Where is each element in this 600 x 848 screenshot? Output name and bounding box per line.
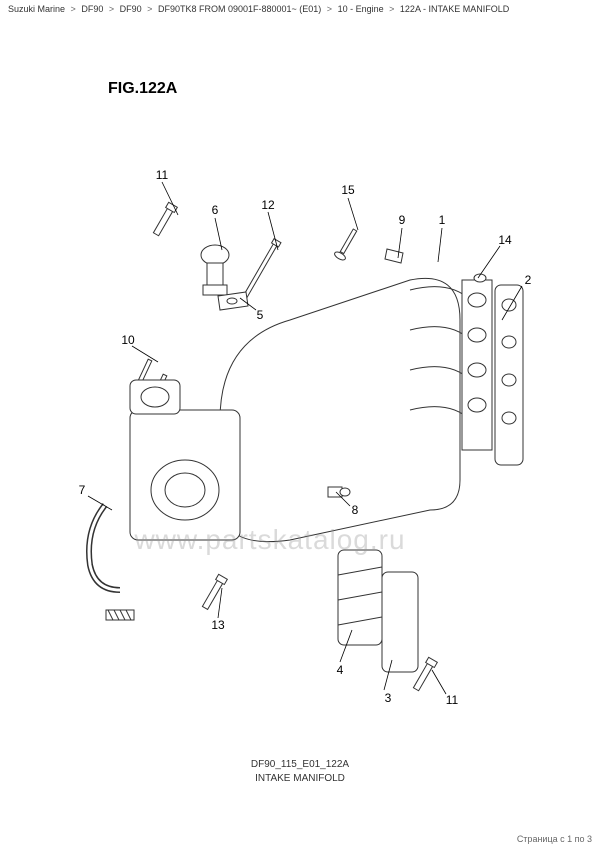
callout-number: 15 [341,183,354,197]
footer-name: INTAKE MANIFOLD [220,773,380,784]
callout-number: 13 [211,618,224,632]
breadcrumb-sep: > [147,4,152,14]
callout-number: 8 [352,503,359,517]
callout-number: 7 [79,483,86,497]
breadcrumb-item[interactable]: DF90 [81,4,103,14]
callout-number: 11 [446,693,458,707]
callout-number: 11 [156,168,168,182]
breadcrumb-item[interactable]: 122A - INTAKE MANIFOLD [400,4,509,14]
callout-number: 3 [385,691,392,705]
breadcrumb-item[interactable]: 10 - Engine [338,4,384,14]
callout-number: 12 [261,198,274,212]
callout-number: 4 [337,663,344,677]
breadcrumb-sep: > [71,4,76,14]
callout-number: 5 [257,308,264,322]
breadcrumb-item[interactable]: Suzuki Marine [8,4,65,14]
breadcrumb: Suzuki Marine > DF90 > DF90 > DF90TK8 FR… [0,0,600,18]
callout-number: 1 [439,213,446,227]
breadcrumb-item[interactable]: DF90 [120,4,142,14]
breadcrumb-sep: > [389,4,394,14]
diagram-area: FIG.122A [0,30,600,810]
callout-number: 2 [525,273,532,287]
callout-number: 10 [121,333,134,347]
footer-code: DF90_115_E01_122A [220,759,380,770]
callout-number: 9 [399,213,406,227]
breadcrumb-item[interactable]: DF90TK8 FROM 09001F-880001~ (E01) [158,4,321,14]
exploded-diagram [0,30,600,810]
breadcrumb-sep: > [327,4,332,14]
page-info: Страница с 1 по 3 [517,834,592,844]
breadcrumb-sep: > [109,4,114,14]
callout-number: 14 [498,233,511,247]
callout-number: 6 [212,203,219,217]
